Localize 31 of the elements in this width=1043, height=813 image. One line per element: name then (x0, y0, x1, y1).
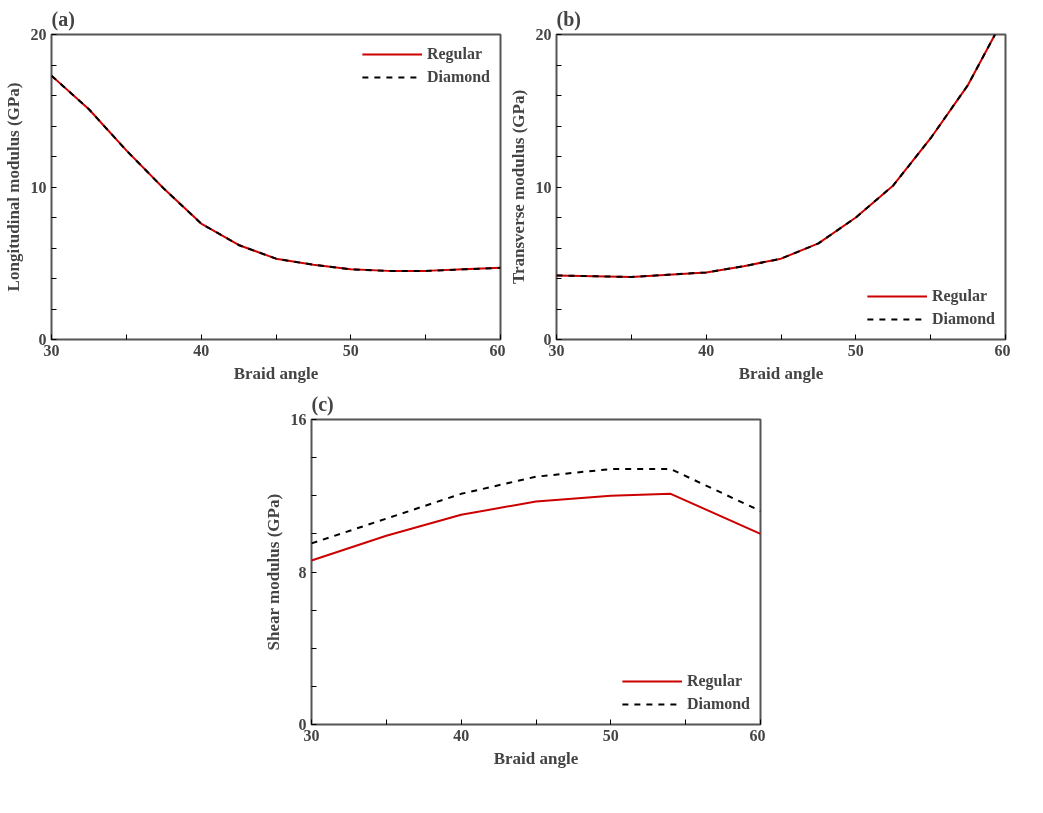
x-tick-label: 50 (602, 726, 619, 744)
legend-label: Regular (426, 45, 482, 63)
y-tick-label: 16 (290, 411, 307, 428)
x-axis-title: Braid angle (493, 748, 579, 768)
legend-label: Regular (931, 287, 987, 305)
x-axis-title: Braid angle (738, 363, 824, 383)
x-tick-label: 60 (994, 341, 1011, 359)
x-tick-label: 60 (489, 341, 506, 359)
legend-label: Regular (686, 672, 742, 690)
x-tick-label: 50 (342, 341, 359, 359)
y-tick-label: 20 (535, 26, 552, 43)
x-axis-title: Braid angle (233, 363, 319, 383)
legend-label: Diamond (931, 310, 995, 328)
legend-label: Diamond (686, 695, 750, 713)
chart-title: (c) (311, 392, 334, 416)
chart-title: (b) (556, 7, 581, 31)
y-tick-label: 10 (30, 178, 47, 196)
x-tick-label: 50 (847, 341, 864, 359)
line-series (311, 492, 761, 562)
y-axis-title: Shear modulus (GPa) (263, 493, 283, 651)
y-axis-title: Transverse modulus (GPa) (508, 89, 528, 285)
y-tick-label: 10 (535, 178, 552, 196)
x-tick-label: 60 (749, 726, 766, 744)
chart-title: (a) (51, 7, 75, 31)
x-tick-label: 40 (193, 341, 210, 359)
y-tick-label: 8 (298, 563, 307, 581)
y-axis-title: Longitudinal modulus (GPa) (3, 82, 23, 292)
x-tick-label: 40 (698, 341, 715, 359)
y-tick-label: 20 (30, 26, 47, 43)
x-tick-label: 40 (453, 726, 470, 744)
legend-label: Diamond (426, 68, 490, 86)
